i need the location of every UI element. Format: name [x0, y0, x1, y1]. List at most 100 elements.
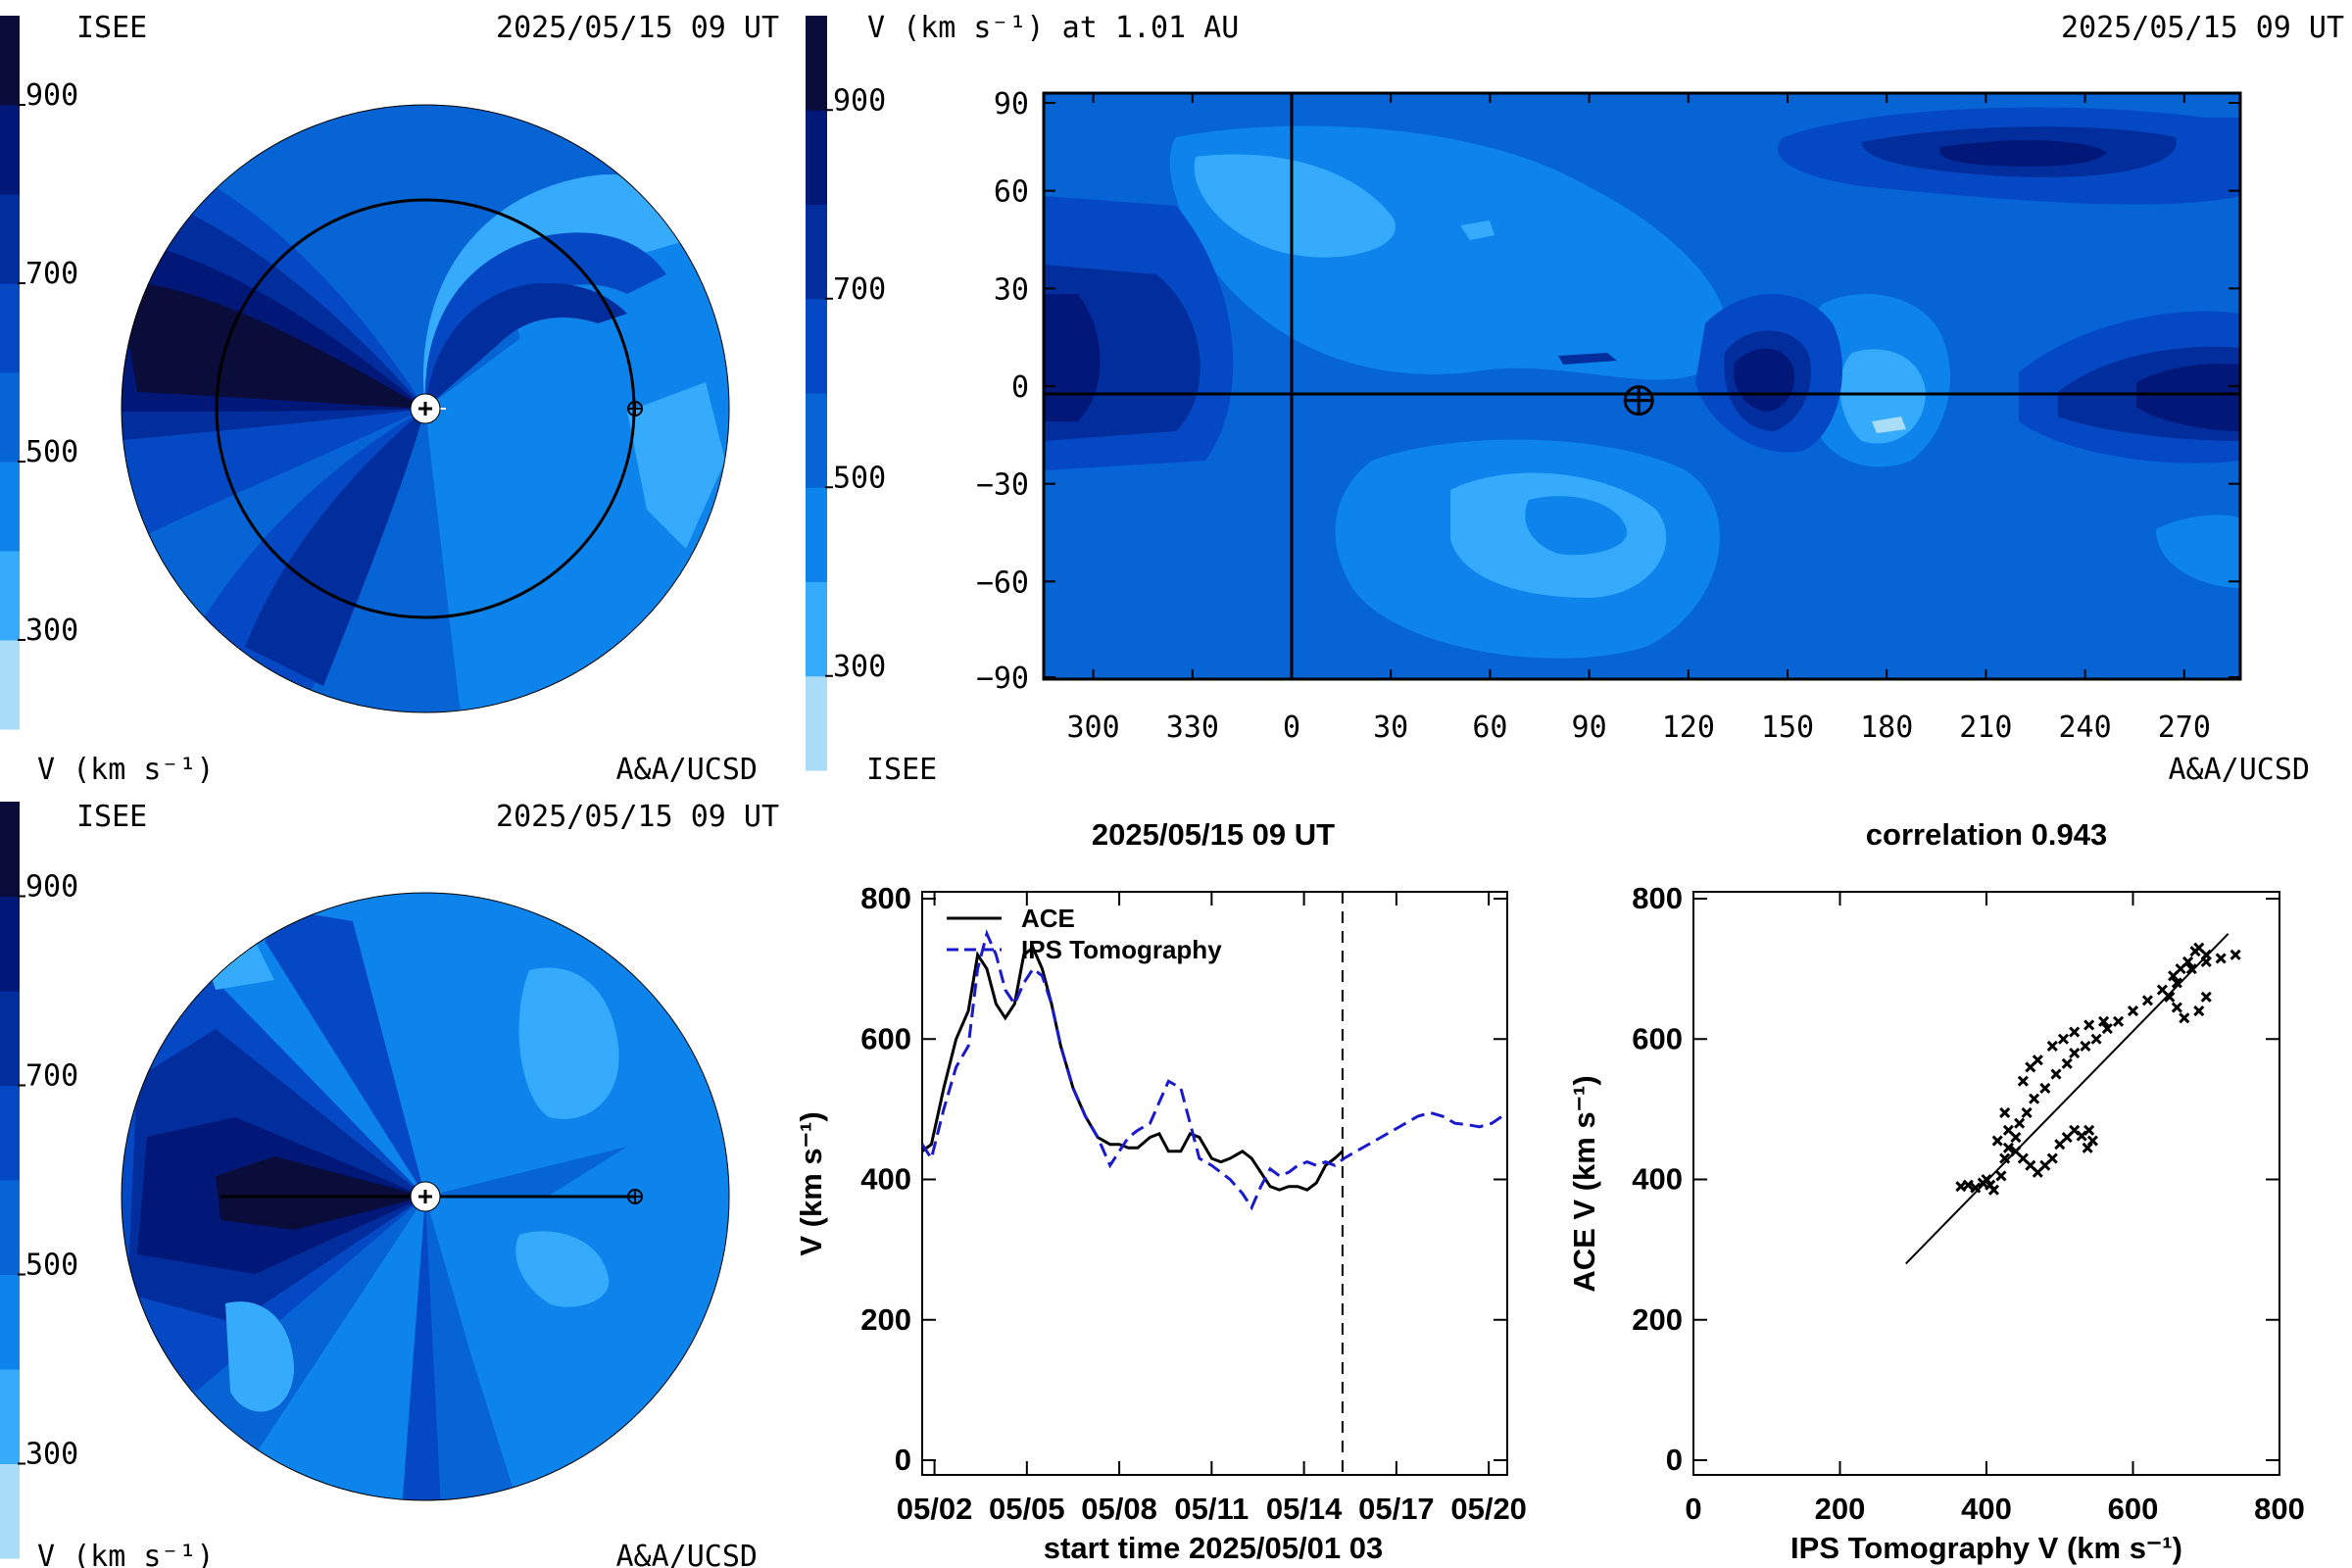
colorbar-swatch: [806, 110, 827, 205]
colorbar-swatch: [0, 991, 20, 1086]
scatter-point: [2069, 1048, 2081, 1059]
scatter-point: [1999, 1106, 2011, 1119]
timeseries-x-tick-label: 05/02: [897, 1492, 973, 1526]
map-y-tick-label: 60: [994, 175, 1029, 210]
scatter-point: [2002, 1124, 2014, 1136]
scatter-point: [2090, 1033, 2102, 1045]
colorbar-swatch: [0, 1085, 20, 1181]
scatter-point: [2032, 1054, 2043, 1066]
map-x-tick-label: 120: [1662, 710, 1715, 745]
scatter-point: [2046, 1040, 2058, 1052]
timeseries-x-tick-label: 05/20: [1450, 1492, 1527, 1526]
colorbar-swatch: [0, 105, 20, 195]
timeseries-x-tick-label: 05/11: [1174, 1492, 1249, 1526]
colorbar-tick-label: 500: [833, 461, 886, 495]
map-y-tick-label: −60: [976, 565, 1029, 600]
scatter-point: [2101, 1022, 2113, 1035]
scatter-point: [2164, 991, 2176, 1003]
map-x-tick-label: 210: [1959, 710, 2012, 745]
scatter-point: [2171, 1002, 2182, 1013]
timeseries-y-tick-label: 600: [860, 1021, 911, 1055]
scatter-point: [2014, 1117, 2026, 1129]
scatter-y-tick-label: 400: [1632, 1162, 1683, 1197]
colorbar-swatch: [806, 16, 827, 111]
scatter-x-tick-label: 800: [2254, 1492, 2305, 1526]
colorbar-swatch: [0, 462, 20, 552]
scatter-y-tick-label: 200: [1632, 1302, 1683, 1337]
meridional-disk-panel: [121, 892, 730, 1501]
colorbar-swatch: [0, 551, 20, 641]
colorbar-swatch: [806, 204, 827, 300]
scatter-point: [2029, 1093, 2040, 1104]
colorbar-swatch: [0, 372, 20, 463]
colorbar-swatch: [806, 298, 827, 394]
map-y-tick-label: 0: [1011, 370, 1029, 405]
ecliptic-date-label: 2025/05/15 09 UT: [496, 11, 779, 45]
scatter-point: [2193, 1005, 2205, 1017]
scatter-points: [1955, 942, 2241, 1196]
colorbar-tick-label: 700: [833, 272, 886, 307]
colorbar-swatch: [0, 640, 20, 730]
scatter-point: [2185, 963, 2197, 975]
timeseries-panel: 0 200 400 600 800 05/02 05/05 05/08 05/11 05/14 05…: [794, 817, 1527, 1565]
scatter-title: correlation 0.943: [1866, 817, 2107, 852]
timeseries-axes: 0 200 400 600 800 05/02 05/05 05/08 05/11 05/14 05…: [860, 881, 1527, 1526]
scatter-panel: 0 200 400 600 800 0 200 400 600 800 correlation 0…: [1567, 817, 2305, 1565]
ecliptic-velocity-contours: [122, 105, 729, 712]
synoptic-map-panel: 300 330 0 30 60 90 120 150 180 210 240 2709060300−3…: [976, 87, 2242, 745]
map-x-tick-label: 0: [1283, 710, 1300, 745]
scatter-point: [2080, 1040, 2091, 1052]
scatter-x-tick-label: 200: [1815, 1492, 1866, 1526]
scatter-point: [1995, 1170, 2007, 1182]
scatter-point: [2141, 995, 2154, 1006]
meridional-credit-label: A&A/UCSD: [616, 1540, 759, 1568]
scatter-point: [2181, 956, 2194, 968]
scatter-point: [2039, 1082, 2051, 1094]
scatter-point: [2057, 1033, 2070, 1045]
timeseries-y-tick-label: 200: [860, 1302, 911, 1337]
ecliptic-disk-panel: [121, 104, 730, 713]
earth-icon: [627, 1189, 643, 1204]
scatter-point: [2083, 1124, 2095, 1136]
scatter-point: [2082, 1142, 2093, 1153]
map-y-tick-label: 90: [994, 87, 1029, 122]
timeseries-y-tick-label: 800: [860, 881, 911, 915]
timeseries-x-tick-label: 05/08: [1081, 1492, 1157, 1526]
scatter-point: [2002, 1142, 2014, 1153]
map-x-tick-label: 240: [2059, 710, 2112, 745]
scatter-point: [2200, 956, 2212, 968]
scatter-point: [2230, 949, 2241, 960]
timeseries-title: 2025/05/15 09 UT: [1092, 817, 1335, 852]
scatter-point: [1987, 1184, 2000, 1196]
colorbar-tick-label: 900: [25, 78, 78, 113]
scatter-xlabel: IPS Tomography V (km s⁻¹): [1790, 1531, 2182, 1565]
scatter-ylabel: ACE V (km s⁻¹): [1567, 1075, 1601, 1292]
scatter-point: [2050, 1068, 2062, 1080]
scatter-point: [1970, 1182, 1982, 1194]
timeseries-frame: [921, 891, 1508, 1476]
scatter-point: [2083, 1019, 2095, 1031]
colorbar-swatch: [0, 283, 20, 373]
scatter-x-tick-label: 0: [1685, 1492, 1701, 1526]
colorbar-swatch: [806, 675, 827, 771]
timeseries-legend: ACE IPS Tomography: [947, 904, 1222, 964]
scatter-point: [1991, 1135, 2003, 1147]
map-x-tick-label: 270: [2158, 710, 2211, 745]
scatter-point: [1962, 1179, 1974, 1191]
colorbar-synoptic: 900 700 500 300: [806, 16, 886, 771]
colorbar-swatch: [0, 1274, 20, 1370]
timeseries-y-tick-label: 400: [860, 1162, 911, 1197]
scatter-point: [2112, 1015, 2125, 1027]
map-x-tick-label: 60: [1472, 710, 1507, 745]
timeseries-x-tick-label: 05/17: [1358, 1492, 1435, 1526]
colorbar-swatch: [0, 1369, 20, 1464]
timeseries-y-tick-label: 0: [895, 1443, 911, 1477]
timeseries-ylabel: V (km s⁻¹): [794, 1111, 828, 1255]
scatter-x-tick-label: 600: [2108, 1492, 2159, 1526]
meridional-date-label: 2025/05/15 09 UT: [496, 800, 779, 834]
scatter-point: [1981, 1173, 1992, 1186]
scatter-point: [2127, 1005, 2139, 1017]
map-x-tick-label: 330: [1166, 710, 1219, 745]
meridional-units-label: V (km s⁻¹): [37, 1540, 215, 1568]
legend-ips-label: IPS Tomography: [1021, 935, 1222, 964]
